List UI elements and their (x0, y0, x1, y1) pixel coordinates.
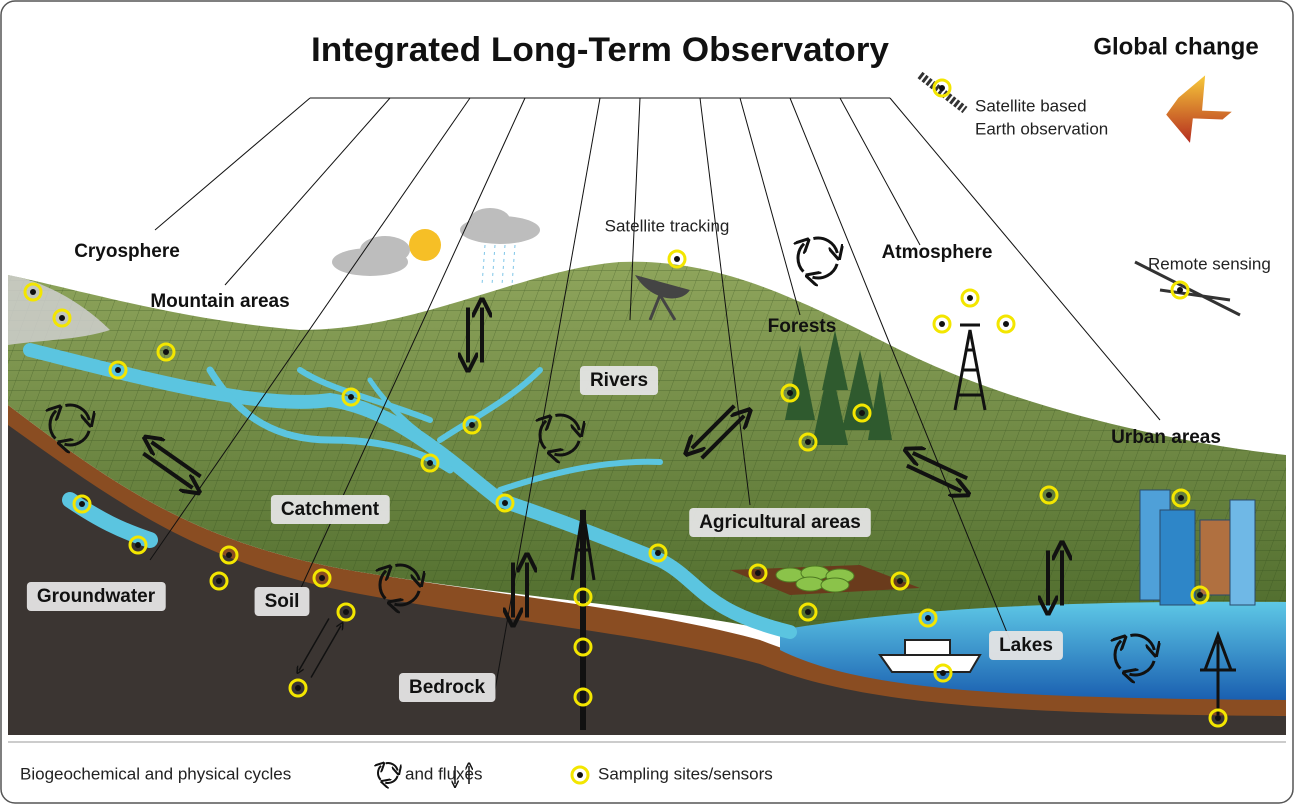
label-text: Atmosphere (882, 242, 993, 263)
sensor-dot (787, 390, 793, 396)
label-text: Rivers (590, 370, 648, 391)
sensor-dot (163, 349, 169, 355)
observatory-diagram: Cryosphere Mountain areas Rivers Forests Atm… (0, 0, 1294, 804)
sensor-dot (295, 685, 301, 691)
sensor-dot (1046, 492, 1052, 498)
label-text: Urban areas (1111, 427, 1221, 448)
label-text: Soil (265, 591, 300, 612)
sensor-dot (967, 295, 973, 301)
label: Cryosphere (74, 241, 180, 262)
sensor-dot (1215, 715, 1221, 721)
label-text: Mountain areas (150, 291, 289, 312)
label-text: Groundwater (37, 586, 156, 607)
legend-text: and fluxes (405, 764, 483, 783)
label: Groundwater (27, 582, 166, 611)
label: Soil (255, 587, 310, 616)
label-text: Agricultural areas (699, 512, 861, 533)
label-text: Lakes (999, 635, 1053, 656)
sensor-dot (502, 500, 508, 506)
sensor-dot (115, 367, 121, 373)
sensor-dot (1197, 592, 1203, 598)
legend-text: Biogeochemical and physical cycles (20, 764, 291, 783)
sensor-dot (674, 256, 680, 262)
sensor-dot (805, 439, 811, 445)
label-text: Bedrock (409, 677, 485, 698)
label: Atmosphere (882, 242, 993, 263)
legend-text: Sampling sites/sensors (598, 764, 773, 783)
note: Earth observation (975, 119, 1108, 138)
label: Catchment (271, 495, 390, 524)
sensor-dot (897, 578, 903, 584)
sensor-dot (226, 552, 232, 558)
sensor-dot (427, 460, 433, 466)
sensor-dot (319, 575, 325, 581)
sensor-dot (135, 542, 141, 548)
sensor-dot (1178, 495, 1184, 501)
label-text: Cryosphere (74, 241, 180, 262)
label: Bedrock (399, 673, 495, 702)
label: Agricultural areas (689, 508, 871, 537)
label: Forests (768, 316, 837, 337)
label: Lakes (989, 631, 1063, 660)
sensor-dot (939, 85, 945, 91)
note: Remote sensing (1148, 254, 1271, 273)
sensor-dot (469, 422, 475, 428)
note: Satellite based (975, 96, 1087, 115)
label-text: Forests (768, 316, 837, 337)
label: Rivers (580, 366, 658, 395)
sensor-dot (30, 289, 36, 295)
side-title: Global change (1093, 33, 1258, 60)
sensor-dot (348, 394, 354, 400)
label: Mountain areas (150, 291, 289, 312)
sensor-dot (1177, 287, 1183, 293)
sensor-dot (216, 578, 222, 584)
sensor-dot (755, 570, 761, 576)
label-text: Catchment (281, 499, 380, 520)
sensor-dot (859, 410, 865, 416)
sensor-dot (343, 609, 349, 615)
sensor-dot (59, 315, 65, 321)
title: Integrated Long-Term Observatory (311, 31, 889, 69)
sensor-dot (925, 615, 931, 621)
sensor-dot (580, 644, 586, 650)
sensor-dot (939, 321, 945, 327)
sensor-dot (805, 609, 811, 615)
sensor-dot (1003, 321, 1009, 327)
sensor-dot (580, 594, 586, 600)
sensor-dot (79, 501, 85, 507)
sensor-dot (577, 772, 583, 778)
sensor-dot (940, 670, 946, 676)
note: Satellite tracking (605, 216, 730, 235)
label: Urban areas (1111, 427, 1221, 448)
sensor-dot (580, 694, 586, 700)
sensor-dot (655, 550, 661, 556)
